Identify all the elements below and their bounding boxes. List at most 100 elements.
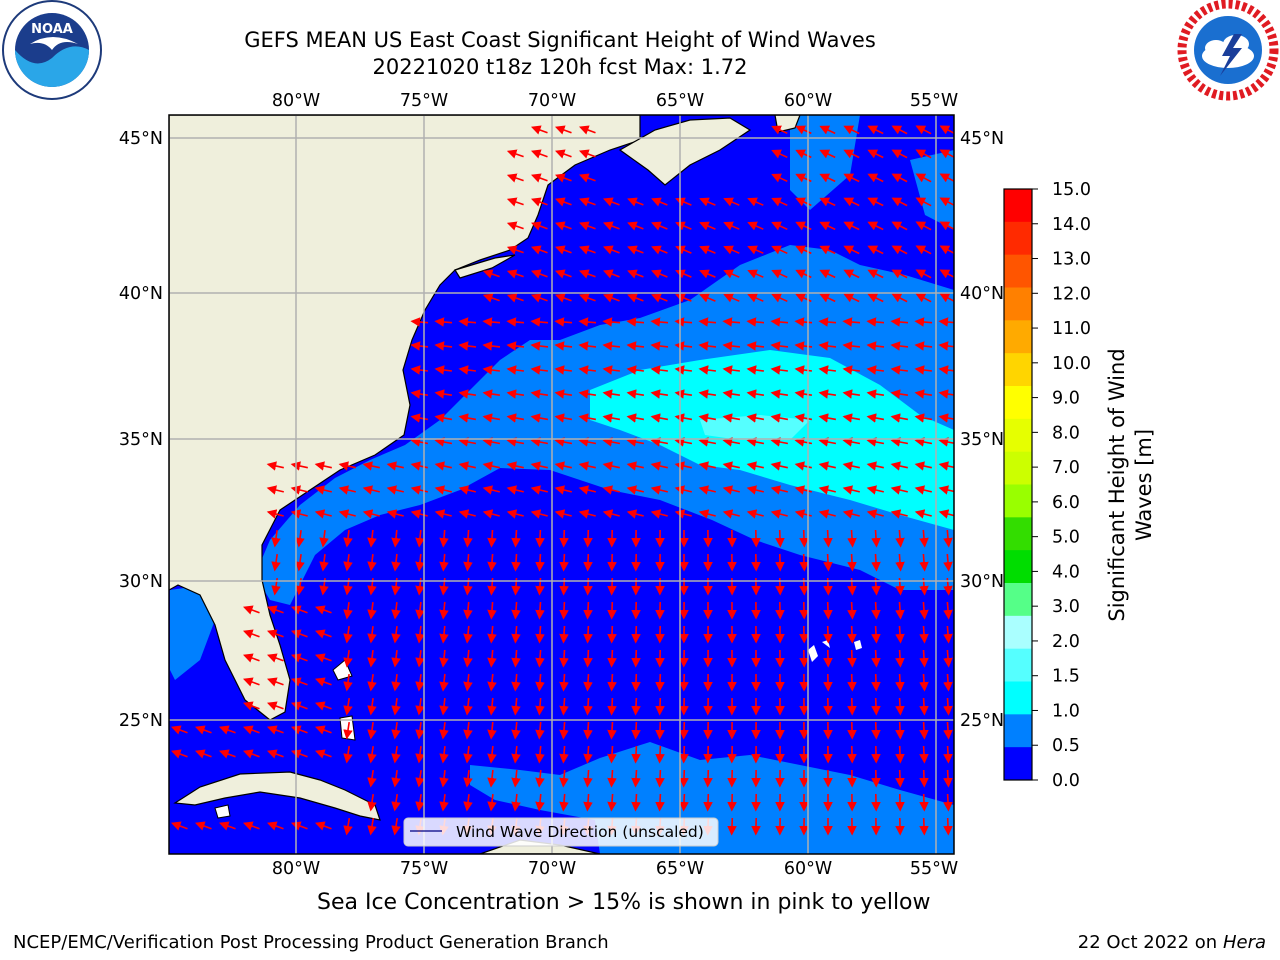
colorbar-swatch [1004,648,1032,682]
colorbar-tick-label: 12.0 [1052,284,1091,304]
wave-direction-arrow [675,221,692,231]
wave-direction-arrow [607,793,617,812]
wave-direction-arrow [603,197,620,207]
wave-direction-arrow [511,769,521,788]
wave-direction-arrow [626,509,644,519]
wave-direction-arrow [890,485,908,495]
colorbar-swatch [1004,254,1032,288]
wave-direction-arrow [891,245,908,255]
wave-direction-arrow [314,725,332,735]
wave-direction-arrow [891,197,908,207]
wave-direction-arrow [487,769,497,788]
wave-direction-arrow [871,649,881,668]
wave-direction-arrow [895,625,905,644]
wave-direction-arrow [439,649,449,668]
wave-direction-arrow [943,625,953,644]
wave-direction-arrow [603,293,620,303]
wave-direction-arrow [554,269,572,279]
wave-direction-arrow [842,437,861,447]
wave-direction-arrow [746,461,764,471]
wave-direction-arrow [391,625,401,644]
wave-direction-arrow [559,673,569,692]
wave-direction-arrow [770,461,788,471]
wave-direction-arrow [722,389,741,399]
wave-direction-arrow [627,269,644,279]
wave-direction-arrow [458,437,477,447]
wave-direction-arrow [799,553,809,572]
wave-direction-arrow [747,269,764,279]
wave-direction-arrow [218,725,236,735]
wave-direction-arrow [819,293,836,303]
wave-direction-arrow [771,269,788,279]
wave-direction-arrow [583,649,593,668]
wave-direction-arrow [818,317,837,327]
wave-direction-arrow [554,245,572,255]
wave-direction-arrow [915,221,932,231]
wave-direction-arrow [842,509,860,519]
wave-direction-arrow [722,341,741,351]
wave-direction-arrow [194,725,212,735]
wave-direction-arrow [410,389,429,399]
wave-direction-arrow [890,389,909,399]
svg-text:80°W: 80°W [272,91,320,111]
wave-direction-arrow [626,413,645,423]
wave-direction-arrow [482,437,501,447]
wave-direction-arrow [679,745,689,764]
wave-direction-arrow [919,553,929,572]
wave-direction-arrow [746,317,765,327]
wave-direction-arrow [607,649,617,668]
wave-direction-arrow [511,529,521,548]
wave-direction-arrow [819,125,836,135]
wave-direction-arrow [674,389,693,399]
colorbar-tick-label: 15.0 [1052,180,1091,200]
legend-label: Wind Wave Direction (unscaled) [456,823,704,841]
colorbar-tick-label: 0.0 [1052,771,1080,791]
svg-text:60°W: 60°W [784,859,832,879]
arrow-legend: Wind Wave Direction (unscaled) [403,817,719,847]
wave-direction-arrow [487,625,497,644]
wave-direction-arrow [655,769,665,788]
wave-direction-arrow [391,602,401,620]
wave-direction-arrow [770,485,788,495]
colorbar-swatch [1004,517,1032,551]
wave-direction-arrow [794,509,812,519]
wave-direction-arrow [795,149,812,159]
wave-direction-arrow [367,793,377,812]
wave-direction-arrow [818,461,836,471]
wave-direction-arrow [871,529,881,548]
wave-direction-arrow [458,317,477,327]
wave-direction-arrow [698,341,717,351]
wave-direction-arrow [770,365,789,375]
wave-direction-arrow [319,553,329,572]
wave-direction-arrow [607,601,617,620]
wave-direction-arrow [842,341,861,351]
wave-direction-arrow [602,437,621,447]
wave-direction-arrow [487,721,497,740]
wave-direction-arrow [506,461,524,471]
wave-direction-arrow [463,746,473,764]
wave-direction-arrow [771,125,788,135]
wave-direction-arrow [367,745,377,764]
wave-direction-arrow [794,413,813,423]
wave-direction-arrow [295,529,305,548]
wave-direction-arrow [583,673,593,692]
wave-direction-arrow [458,389,477,399]
wave-direction-arrow [535,625,545,644]
colorbar-label-line2: Waves [m] [1132,429,1156,541]
wave-direction-arrow [675,269,692,279]
wave-direction-arrow [554,413,573,423]
wave-direction-arrow [938,461,954,471]
wave-direction-arrow [818,437,837,447]
wave-direction-arrow [487,601,497,620]
wave-direction-arrow [914,485,932,495]
credit-line: NCEP/EMC/Verification Post Processing Pr… [13,932,609,953]
colorbar-swatch [1004,615,1032,650]
wave-direction-arrow [482,509,500,519]
wave-direction-arrow [939,221,954,231]
wave-direction-arrow [943,673,953,692]
wave-direction-arrow [482,413,501,423]
wave-direction-arrow [386,485,404,495]
wave-direction-arrow [602,341,621,351]
wave-direction-arrow [583,769,593,788]
wave-direction-arrow [314,701,332,711]
